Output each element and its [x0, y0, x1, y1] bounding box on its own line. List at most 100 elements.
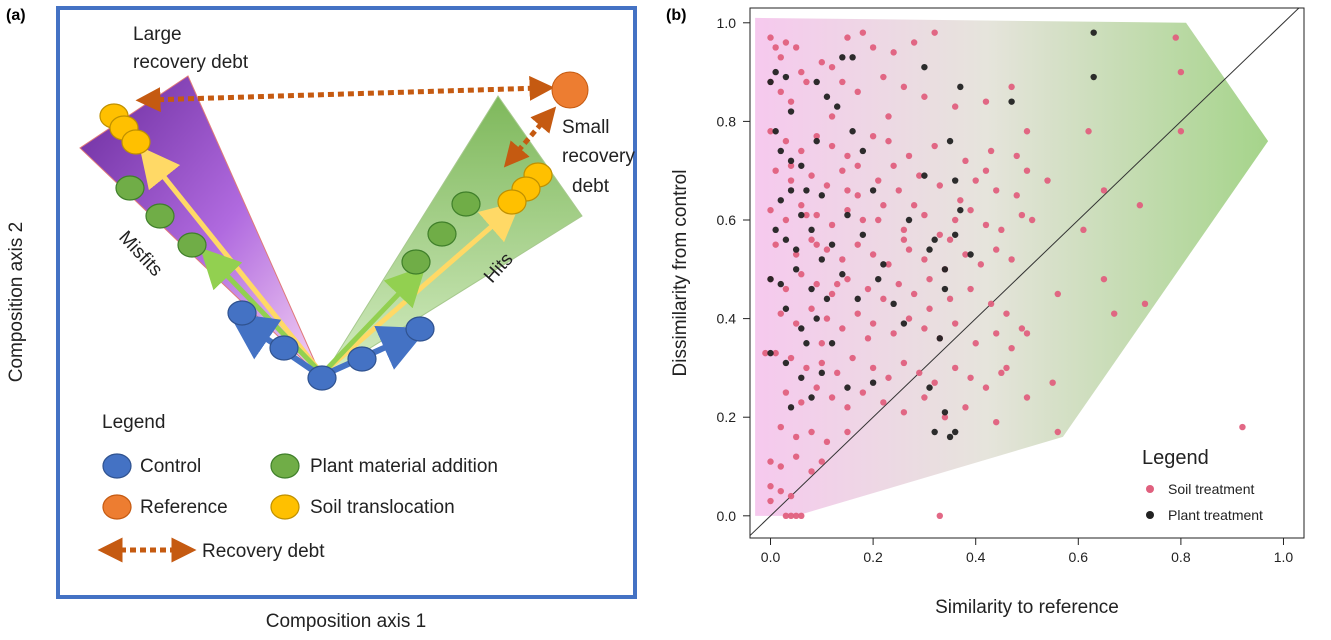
soil-point	[1023, 128, 1031, 135]
soil-point	[905, 246, 913, 253]
plant-point	[849, 128, 856, 135]
legend-soil-label: Soil treatment	[1168, 481, 1254, 497]
soil-point	[813, 211, 820, 219]
plant-point	[951, 428, 959, 436]
plant-point	[798, 211, 805, 219]
y-tick-label: 0.2	[717, 409, 737, 425]
soil-point	[782, 216, 790, 224]
soil-point	[1003, 364, 1010, 372]
soil-point	[828, 394, 836, 401]
soil-point	[839, 325, 846, 332]
soil-point	[803, 364, 810, 372]
soil-point	[910, 290, 918, 298]
x-tick-label: 0.2	[863, 549, 883, 565]
plant-point	[782, 73, 790, 81]
soil-point	[905, 152, 913, 160]
plant-point	[808, 226, 815, 234]
soil-point	[839, 256, 846, 263]
soil-point	[869, 251, 877, 258]
soil-point	[787, 354, 795, 362]
soil-point	[798, 68, 805, 76]
y-tick-label: 0.8	[717, 113, 737, 129]
small-debt-label-line1: Small	[562, 117, 610, 138]
soil-point	[854, 241, 861, 248]
soil-point	[808, 172, 815, 179]
soil-point	[951, 103, 959, 110]
soil-point	[926, 275, 933, 283]
soil-point	[962, 157, 969, 165]
y-axis-title: Dissimilarity from control	[670, 170, 691, 377]
plant-point	[839, 54, 846, 61]
plant-point	[813, 137, 820, 145]
soil-point	[1023, 330, 1031, 337]
soil-point	[900, 409, 908, 416]
soil-point	[772, 349, 779, 357]
soil-point	[982, 384, 990, 391]
plant-point	[787, 108, 795, 115]
soil-point	[869, 44, 877, 51]
soil-point	[792, 433, 800, 441]
soil-point	[792, 251, 800, 258]
soil-point	[839, 167, 846, 174]
plant-point	[957, 206, 964, 214]
soil-point	[787, 512, 795, 520]
soil-point	[987, 300, 995, 308]
plant-point	[957, 83, 964, 91]
soil-point	[993, 246, 1000, 253]
soil-point	[834, 369, 841, 377]
soil-point	[921, 256, 928, 263]
soil-point	[808, 305, 815, 312]
legend-soil-marker	[1146, 485, 1154, 493]
soil-point	[1028, 216, 1036, 224]
soil-point	[803, 78, 810, 86]
axes-frame	[749, 7, 1305, 539]
soil-point	[828, 221, 836, 229]
soil-point	[818, 359, 826, 367]
soil-point	[936, 231, 943, 238]
soil-point	[1239, 423, 1246, 431]
soil-point	[772, 241, 779, 248]
soil-point	[782, 512, 790, 520]
soil-point	[844, 152, 851, 160]
soil-point	[787, 162, 795, 169]
soil-point	[823, 182, 831, 189]
plant-point	[946, 137, 954, 145]
soil-point	[895, 280, 902, 288]
plant-point	[787, 187, 795, 194]
soil-point	[834, 280, 841, 288]
plant-point	[782, 305, 790, 312]
legend-label-control: Control	[140, 456, 201, 477]
soil-point	[1100, 275, 1108, 283]
small-debt-label-line2: recovery	[562, 146, 635, 167]
plot-layer: 0.0 0.2 0.4 0.6 0.8 1.0 0.0 0.2 0.4 0.6 0.8 1.0	[717, 8, 1300, 565]
soil-point	[859, 389, 867, 396]
plant-point	[905, 216, 913, 224]
soil-point	[946, 236, 954, 243]
soil-point	[1044, 177, 1051, 184]
plant-point	[787, 404, 795, 411]
soil-point	[777, 54, 784, 61]
soil-point	[910, 39, 918, 46]
plant-point	[777, 280, 784, 288]
soil-point	[900, 359, 908, 367]
soil-point	[792, 320, 800, 327]
soil-point	[880, 202, 887, 209]
soil-point	[844, 34, 851, 41]
soil-point	[1136, 202, 1144, 209]
soil-point	[880, 295, 887, 303]
scatter-chart-svg: (b) 0.0 0.2 0.4 0.6 0.8 1.0 0.0 0.2 0.4 0.6 0.8 1.0…	[666, 7, 1305, 618]
plant-point	[921, 172, 928, 179]
soil-point	[900, 83, 908, 91]
chart-legend-title: Legend	[1142, 447, 1209, 469]
plant-point	[869, 187, 877, 194]
soil-point	[798, 271, 805, 278]
plant-point	[813, 78, 820, 86]
plant-point	[921, 63, 928, 71]
soil-point	[854, 310, 861, 317]
soil-point	[844, 187, 851, 194]
soil-point	[782, 285, 790, 293]
soil-point	[1054, 428, 1061, 436]
soil-point	[931, 142, 938, 150]
soil-point	[777, 88, 784, 96]
legend-label-recovery-debt: Recovery debt	[202, 541, 325, 562]
